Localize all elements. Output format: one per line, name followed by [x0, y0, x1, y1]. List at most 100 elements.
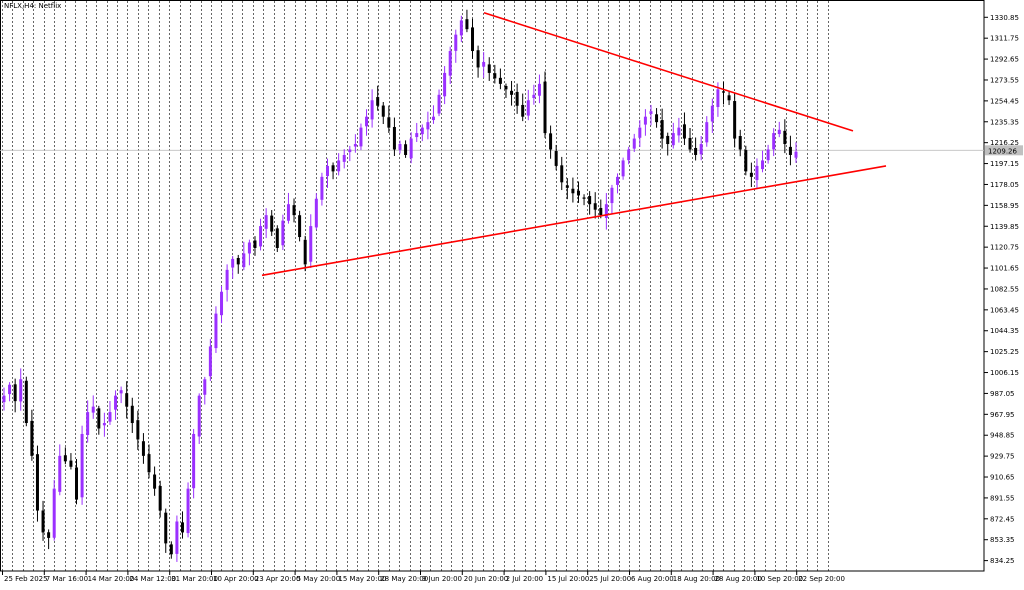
candle-body [247, 242, 251, 254]
candle-body [565, 185, 569, 188]
candle-body [543, 81, 547, 134]
candle-body [409, 138, 413, 159]
candle-body [521, 104, 525, 117]
candle-body [549, 133, 553, 150]
candle-body [69, 460, 73, 467]
candle-body [415, 133, 419, 138]
candle-body [225, 269, 229, 290]
candle-body [147, 454, 151, 473]
candle-body [320, 176, 324, 200]
x-tick-label: 24 Mar 12:00 [129, 575, 176, 583]
candle-body [303, 239, 307, 265]
x-tick-label: 15 May 20:00 [338, 575, 386, 583]
candle-body [694, 147, 698, 155]
candle-body [582, 197, 586, 199]
candle-body [738, 135, 742, 150]
y-tick-label: 948.85 [990, 432, 1015, 440]
x-tick-label: 10 Apr 20:00 [213, 575, 259, 583]
candle-body [387, 117, 391, 128]
candle-body [627, 149, 631, 161]
y-tick-label: 967.95 [990, 411, 1015, 419]
candle-body [30, 420, 34, 456]
x-tick-label: 9 Jun 20:00 [422, 575, 462, 583]
candle-body [772, 133, 776, 150]
candle-body [242, 253, 246, 268]
candle-body [164, 512, 168, 544]
candle-body [376, 97, 380, 106]
candle-body [2, 395, 6, 403]
candle-body [175, 521, 179, 554]
candle-body [660, 120, 664, 139]
y-tick-label: 1254.45 [990, 97, 1019, 105]
symbol-code: NFLX,H4: [4, 2, 37, 10]
candle-body [554, 151, 558, 166]
candle-body [186, 488, 190, 534]
candle-body [13, 384, 17, 402]
candle-body [158, 485, 162, 511]
candle-body [465, 19, 469, 30]
candle-body [47, 532, 51, 538]
candle-body [727, 95, 731, 101]
candle-body [309, 226, 313, 262]
candle-body [504, 86, 508, 90]
x-tick-label: 23 Apr 20:00 [255, 575, 301, 583]
candle-body [348, 149, 352, 153]
x-tick-label: 6 Aug 20:00 [631, 575, 674, 583]
candle-body [655, 114, 659, 123]
candle-body [621, 160, 625, 177]
candle-body [537, 83, 541, 96]
candle-body [19, 379, 23, 402]
candle-body [638, 127, 642, 138]
y-tick-label: 1216.25 [990, 139, 1019, 147]
candle-body [180, 522, 184, 533]
candle-body [381, 105, 385, 117]
x-tick-label: 5 May 20:00 [297, 575, 341, 583]
y-tick-label: 872.45 [990, 515, 1015, 523]
candle-body [721, 91, 725, 93]
candle-body [493, 73, 497, 79]
candle-body [777, 129, 781, 135]
candle-body [270, 215, 274, 232]
candle-body [231, 258, 235, 268]
candle-body [63, 455, 67, 462]
candle-body [610, 187, 614, 204]
candle-body [130, 405, 134, 424]
candle-body [236, 257, 240, 265]
y-tick-label: 987.05 [990, 390, 1015, 398]
candle-body [214, 313, 218, 349]
candle-body [699, 144, 703, 155]
candle-body [208, 346, 212, 377]
x-tick-label: 28 Aug 20:00 [715, 575, 762, 583]
y-tick-label: 1158.95 [990, 202, 1019, 210]
trendline [261, 165, 887, 277]
y-tick-label: 891.55 [990, 494, 1015, 502]
candle-body [437, 94, 441, 114]
candle-body [560, 165, 564, 183]
candle-body [342, 154, 346, 162]
candle-body [443, 72, 447, 97]
y-tick-label: 1006.15 [990, 369, 1019, 377]
candle-body [454, 34, 458, 51]
x-tick-label: 25 Jul 20:00 [589, 575, 631, 583]
candle-body [41, 510, 45, 533]
y-tick-label: 1273.55 [990, 76, 1019, 84]
candle-body [643, 116, 647, 125]
candle-body [482, 61, 486, 67]
plot-frame [0, 0, 985, 572]
candle-body [75, 467, 79, 500]
candle-body [593, 203, 597, 210]
y-tick-label: 1178.05 [990, 181, 1019, 189]
candle-body [510, 90, 514, 95]
candle-body [716, 89, 720, 108]
y-tick-label: 834.25 [990, 557, 1015, 565]
candle-body [259, 226, 263, 247]
y-tick-label: 929.75 [990, 453, 1015, 461]
candle-body [532, 94, 536, 99]
candle-body [498, 77, 502, 84]
candle-body [526, 100, 530, 116]
candle-body [102, 423, 106, 426]
candle-body [141, 441, 145, 456]
candle-body [125, 393, 129, 407]
